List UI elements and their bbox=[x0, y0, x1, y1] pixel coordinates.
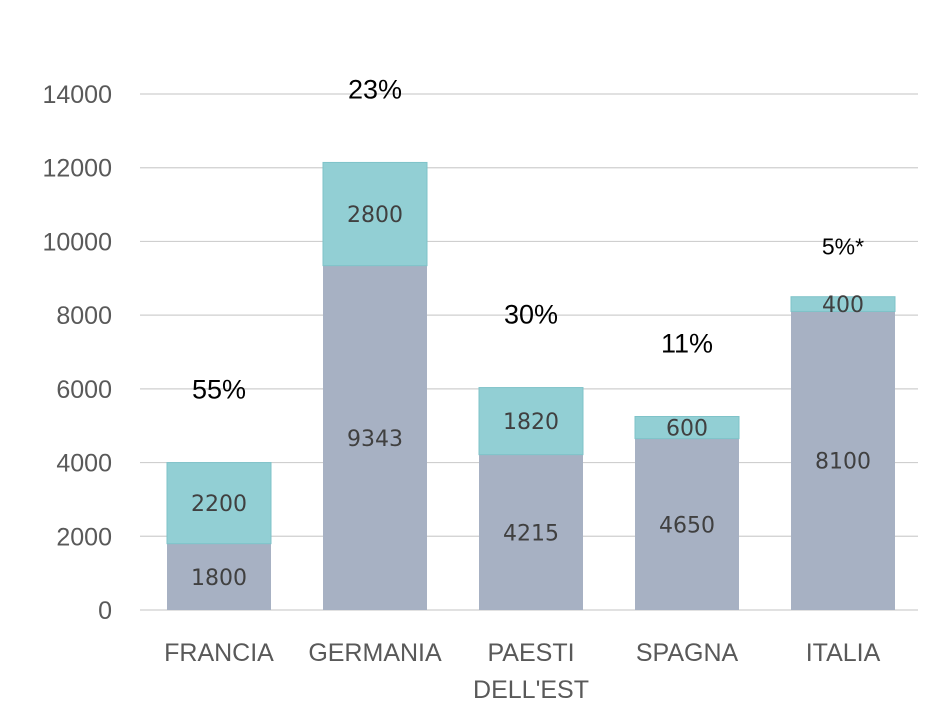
y-tick-label: 8000 bbox=[56, 302, 112, 330]
bar-segment-1 bbox=[479, 454, 583, 610]
x-tick-label: GERMANIA bbox=[308, 639, 442, 667]
bar-annotation: 55% bbox=[192, 375, 246, 405]
bar-annotation: 5%* bbox=[822, 234, 864, 260]
bar-segment-1 bbox=[323, 265, 427, 610]
annotations: 55% 23% 30% 11% 5%* bbox=[192, 74, 864, 404]
bar-annotation: 30% bbox=[504, 300, 558, 330]
bar-segment-2 bbox=[323, 162, 427, 266]
y-tick-label: 0 bbox=[98, 597, 112, 625]
bars bbox=[166, 161, 896, 610]
bar-segment-1 bbox=[791, 311, 895, 610]
segment-data-label: 400 bbox=[822, 293, 864, 318]
segment-data-label: 8100 bbox=[815, 450, 871, 475]
bar-segment-outline bbox=[790, 296, 896, 312]
segment-data-label: 9343 bbox=[347, 427, 403, 452]
bar-segment-1 bbox=[635, 438, 739, 610]
bar-segment-2 bbox=[791, 296, 895, 312]
x-tick-label: FRANCIA bbox=[164, 639, 274, 667]
y-axis-ticks: 0 2000 4000 6000 8000 10000 12000 14000 bbox=[42, 81, 112, 625]
bar-segment-1 bbox=[167, 543, 271, 610]
bar-segment-outline bbox=[634, 416, 740, 440]
y-tick-label: 10000 bbox=[42, 228, 112, 256]
bar-annotation: 11% bbox=[661, 329, 713, 359]
segment-data-label: 4215 bbox=[503, 521, 559, 546]
y-tick-label: 12000 bbox=[42, 155, 112, 183]
bar-segment-2 bbox=[635, 416, 739, 439]
bar-segment-outline bbox=[478, 387, 584, 456]
bar-segment-2 bbox=[167, 462, 271, 544]
bar-annotation: 23% bbox=[348, 74, 402, 104]
x-tick-label: SPAGNA bbox=[636, 639, 739, 667]
segment-labels: 1800 2200 9343 2800 4215 1820 4650 600 8100 400 bbox=[191, 203, 871, 591]
segment-data-label: 1820 bbox=[503, 410, 559, 435]
y-tick-label: 2000 bbox=[56, 523, 112, 551]
y-tick-label: 6000 bbox=[56, 376, 112, 404]
segment-data-label: 600 bbox=[666, 417, 708, 442]
x-axis-ticks: FRANCIA GERMANIA PAESTI DELL'EST SPAGNA ITALI… bbox=[164, 639, 880, 704]
segment-data-label: 1800 bbox=[191, 566, 247, 591]
bar-segment-outline bbox=[322, 161, 428, 267]
segment-data-label: 4650 bbox=[659, 513, 715, 538]
segment-data-label: 2200 bbox=[191, 492, 247, 517]
bar-segment-2 bbox=[479, 387, 583, 455]
x-tick-label: DELL'EST bbox=[473, 676, 589, 704]
segment-data-label: 2800 bbox=[347, 203, 403, 228]
x-tick-label: ITALIA bbox=[806, 639, 881, 667]
x-tick-label: PAESTI bbox=[487, 639, 574, 667]
y-tick-label: 14000 bbox=[42, 81, 112, 109]
y-tick-label: 4000 bbox=[56, 450, 112, 478]
bar-segment-outline bbox=[166, 462, 272, 545]
